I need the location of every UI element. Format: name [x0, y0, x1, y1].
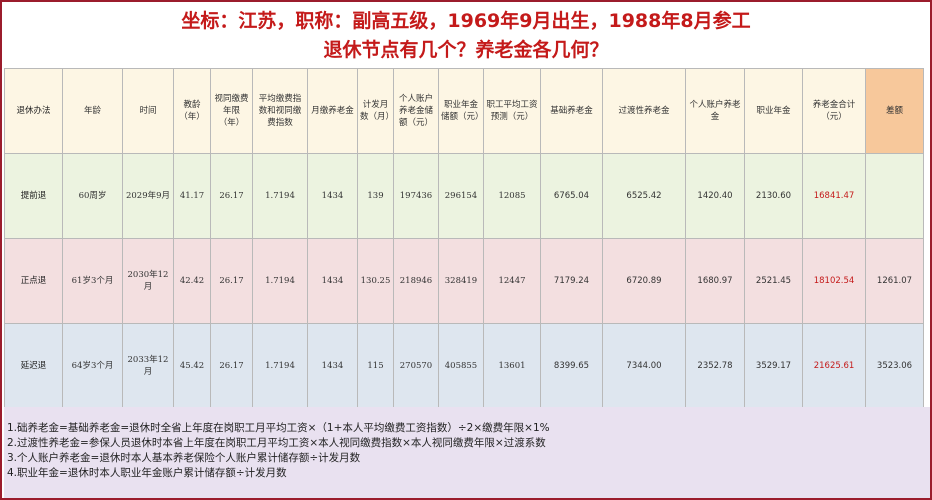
cell-total: 21625.61: [802, 323, 866, 409]
cell-personal: 1680.97: [685, 238, 745, 324]
cell-teach-years: 41.17: [173, 153, 211, 239]
cell-annuity-balance: 296154: [438, 153, 484, 239]
cell-teach-years: 45.42: [173, 323, 211, 409]
col-header-personal: 个人账户养老金: [685, 68, 745, 154]
cell-basic: 7179.24: [540, 238, 603, 324]
cell-deemed-years: 26.17: [210, 153, 253, 239]
table-row: 提前退 60周岁 2029年9月 41.17 26.17 1.7194 1434…: [4, 153, 924, 239]
cell-method: 正点退: [4, 238, 63, 324]
cell-annuity: 2521.45: [744, 238, 803, 324]
col-header-time: 时间: [122, 68, 174, 154]
table-row: 正点退 61岁3个月 2030年12月 42.42 26.17 1.7194 1…: [4, 238, 924, 324]
cell-months: 115: [357, 323, 394, 409]
cell-total: 18102.54: [802, 238, 866, 324]
cell-basic: 8399.65: [540, 323, 603, 409]
formula-notes: 1.础养老金=基础养老金=退休时全省上年度在岗职工月平均工资×（1+本人平均缴费…: [4, 407, 930, 498]
cell-deemed-years: 26.17: [210, 323, 253, 409]
cell-months: 130.25: [357, 238, 394, 324]
cell-method: 提前退: [4, 153, 63, 239]
cell-annuity-balance: 328419: [438, 238, 484, 324]
cell-basic: 6765.04: [540, 153, 603, 239]
col-header-age: 年龄: [62, 68, 123, 154]
cell-time: 2029年9月: [122, 153, 174, 239]
cell-index: 1.7194: [252, 323, 308, 409]
col-header-teach-years: 教龄（年）: [173, 68, 211, 154]
pension-table: 退休办法 年龄 时间 教龄（年） 视同缴费年限（年） 平均缴费指数和视同缴费指数…: [4, 68, 924, 409]
note-basic-pension: 1.础养老金=基础养老金=退休时全省上年度在岗职工月平均工资×（1+本人平均缴费…: [7, 422, 550, 434]
cell-age: 64岁3个月: [62, 323, 123, 409]
col-header-monthly-contrib: 月缴养老金: [307, 68, 358, 154]
cell-personal: 2352.78: [685, 323, 745, 409]
col-header-method: 退休办法: [4, 68, 63, 154]
cell-annuity-balance: 405855: [438, 323, 484, 409]
cell-personal-balance: 270570: [393, 323, 439, 409]
cell-personal-balance: 218946: [393, 238, 439, 324]
cell-annuity: 3529.17: [744, 323, 803, 409]
page-title: 坐标：江苏，职称：副高五级，1969年9月出生，1988年8月参工 退休节点有几…: [2, 2, 930, 68]
col-header-months: 计发月数（月）: [357, 68, 394, 154]
cell-avg-wage: 12085: [483, 153, 541, 239]
cell-diff: 1261.07: [865, 238, 924, 324]
cell-transitional: 7344.00: [602, 323, 686, 409]
cell-index: 1.7194: [252, 153, 308, 239]
col-header-diff: 差额: [865, 68, 924, 154]
note-occupational-annuity: 4.职业年金=退休时本人职业年金账户累计储存额÷计发月数: [7, 467, 287, 479]
cell-months: 139: [357, 153, 394, 239]
cell-age: 61岁3个月: [62, 238, 123, 324]
cell-monthly-contrib: 1434: [307, 323, 358, 409]
cell-time: 2033年12月: [122, 323, 174, 409]
col-header-index: 平均缴费指数和视同缴费指数: [252, 68, 308, 154]
cell-total: 16841.47: [802, 153, 866, 239]
cell-personal-balance: 197436: [393, 153, 439, 239]
col-header-annuity: 职业年金: [744, 68, 803, 154]
cell-age: 60周岁: [62, 153, 123, 239]
cell-monthly-contrib: 1434: [307, 153, 358, 239]
title-line-1: 坐标：江苏，职称：副高五级，1969年9月出生，1988年8月参工: [181, 10, 751, 32]
cell-diff: [865, 153, 924, 239]
cell-diff: 3523.06: [865, 323, 924, 409]
col-header-personal-balance: 个人账户养老金储额（元）: [393, 68, 439, 154]
note-personal-account: 3.个人账户养老金=退休时本人基本养老保险个人账户累计储存额÷计发月数: [7, 452, 361, 464]
table-row: 延迟退 64岁3个月 2033年12月 45.42 26.17 1.7194 1…: [4, 323, 924, 409]
cell-avg-wage: 13601: [483, 323, 541, 409]
cell-monthly-contrib: 1434: [307, 238, 358, 324]
cell-index: 1.7194: [252, 238, 308, 324]
col-header-transitional: 过渡性养老金: [602, 68, 686, 154]
cell-teach-years: 42.42: [173, 238, 211, 324]
cell-personal: 1420.40: [685, 153, 745, 239]
title-line-2: 退休节点有几个？养老金各几何？: [323, 39, 609, 61]
cell-transitional: 6525.42: [602, 153, 686, 239]
cell-time: 2030年12月: [122, 238, 174, 324]
cell-annuity: 2130.60: [744, 153, 803, 239]
col-header-total: 养老金合计（元）: [802, 68, 866, 154]
note-transitional-pension: 2.过渡性养老金=参保人员退休时本省上年度在岗职工月平均工资×本人视同缴费指数×…: [7, 437, 546, 449]
cell-transitional: 6720.89: [602, 238, 686, 324]
table-header-row: 退休办法 年龄 时间 教龄（年） 视同缴费年限（年） 平均缴费指数和视同缴费指数…: [4, 68, 924, 154]
cell-method: 延迟退: [4, 323, 63, 409]
col-header-avg-wage: 职工平均工资预测（元）: [483, 68, 541, 154]
cell-deemed-years: 26.17: [210, 238, 253, 324]
cell-avg-wage: 12447: [483, 238, 541, 324]
col-header-annuity-balance: 职业年金储额（元）: [438, 68, 484, 154]
col-header-basic: 基础养老金: [540, 68, 603, 154]
col-header-deemed-years: 视同缴费年限（年）: [210, 68, 253, 154]
